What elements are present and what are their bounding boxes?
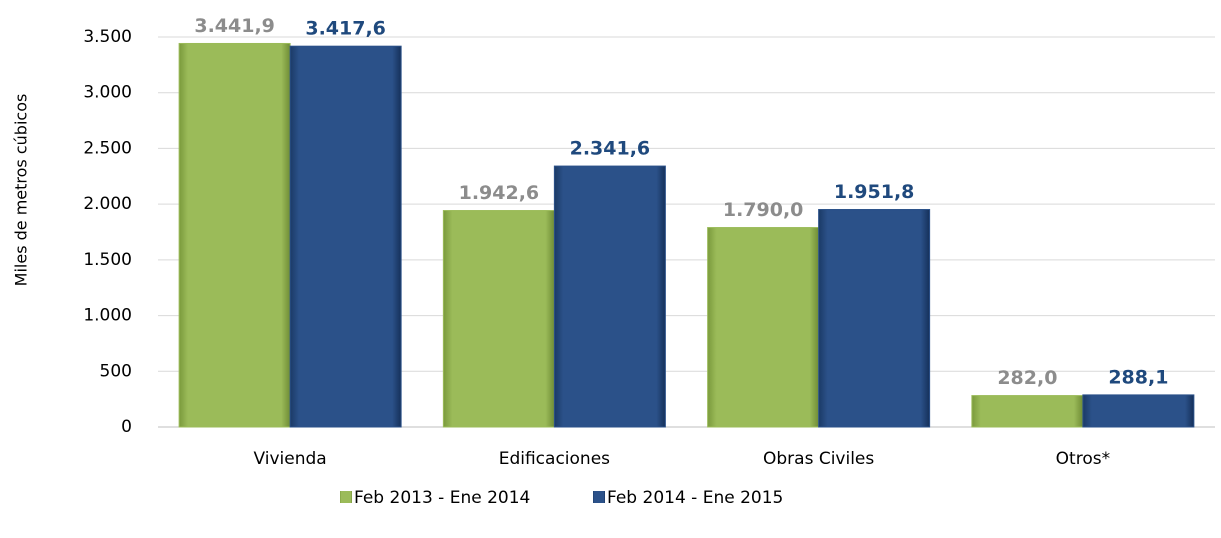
y-axis-label: Miles de metros cúbicos (12, 94, 31, 287)
x-tick-label: Vivienda (254, 449, 327, 469)
value-label: 1.951,8 (834, 181, 915, 203)
value-label: 3.441,9 (194, 15, 275, 37)
y-tick-label: 2.500 (83, 138, 132, 158)
value-label: 288,1 (1108, 366, 1168, 388)
legend-swatch (593, 491, 605, 503)
y-tick-label: 3.500 (83, 27, 132, 47)
y-tick-label: 3.000 (83, 83, 132, 103)
value-label: 2.341,6 (570, 138, 651, 160)
bar (1082, 394, 1195, 428)
bar (707, 227, 820, 428)
bar (289, 45, 402, 428)
y-tick-label: 1.500 (83, 250, 132, 270)
value-label: 1.790,0 (723, 199, 804, 221)
bar (553, 165, 666, 428)
y-tick-label: 0 (121, 417, 132, 437)
y-tick-label: 1.000 (83, 306, 132, 326)
value-label: 1.942,6 (459, 182, 540, 204)
x-tick-label: Obras Civiles (763, 449, 874, 469)
bar (178, 42, 291, 428)
bar (442, 210, 555, 428)
y-tick-label: 500 (100, 361, 132, 381)
x-tick-label: Otros* (1056, 449, 1110, 469)
legend-swatch (340, 491, 352, 503)
value-label: 3.417,6 (305, 18, 386, 40)
legend-label: Feb 2013 - Ene 2014 (354, 488, 530, 508)
y-tick-label: 2.000 (83, 194, 132, 214)
bar (971, 395, 1084, 428)
value-label: 282,0 (997, 367, 1057, 389)
x-tick-label: Edificaciones (499, 449, 610, 469)
bar (818, 209, 931, 428)
legend-label: Feb 2014 - Ene 2015 (607, 488, 783, 508)
